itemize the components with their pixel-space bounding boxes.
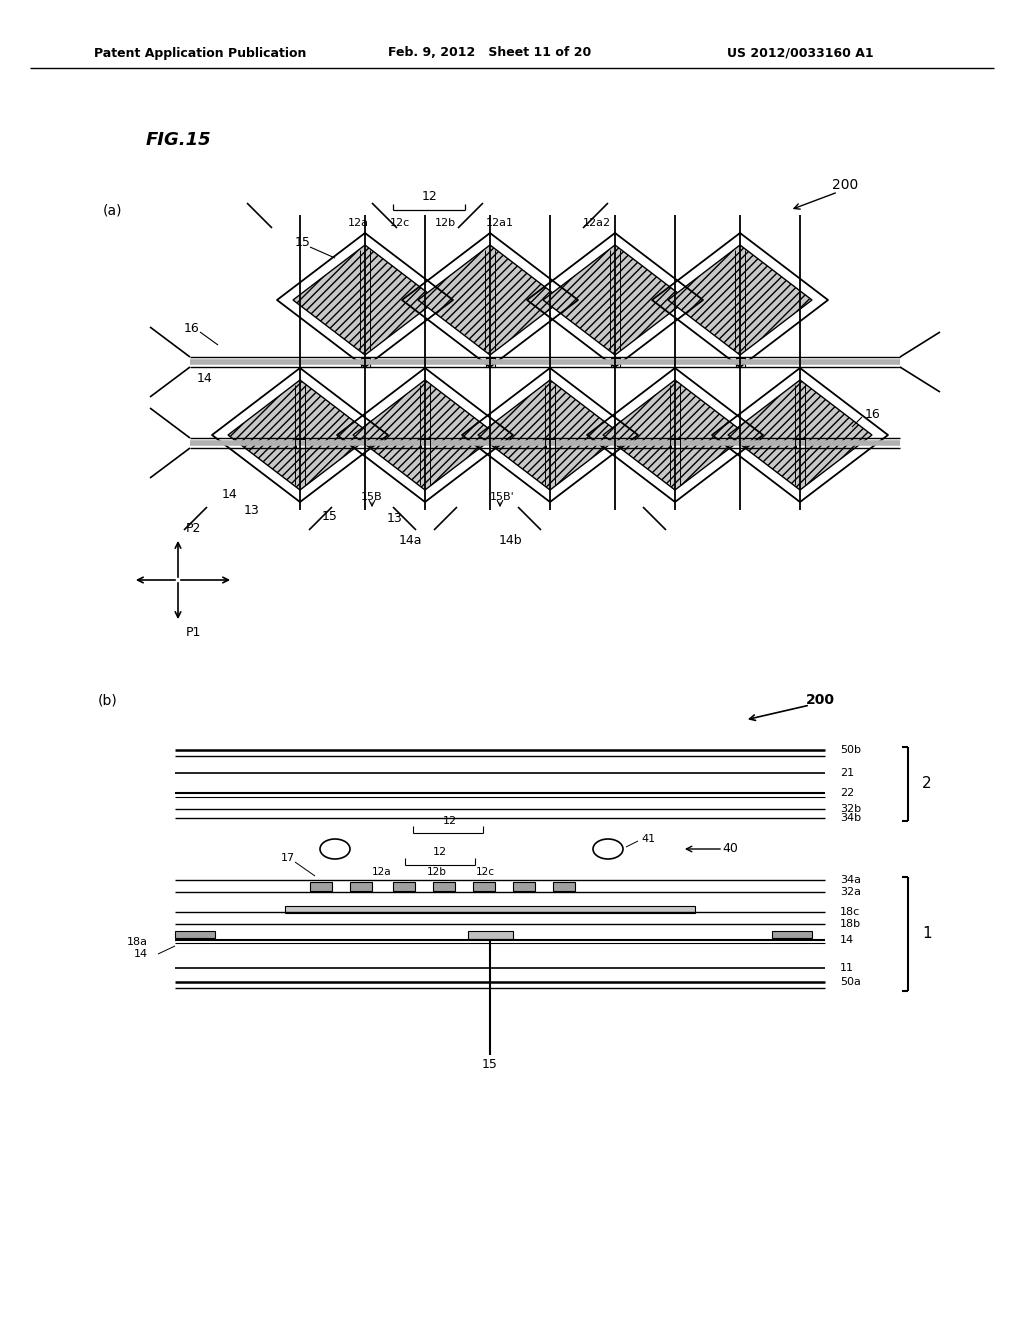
Bar [473,882,495,891]
Text: (a): (a) [102,203,122,216]
Text: 16: 16 [184,322,200,334]
Bar [546,438,555,447]
Text: FIG.15: FIG.15 [145,131,211,149]
Text: 32a: 32a [840,887,861,898]
Text: 15: 15 [482,1059,498,1072]
Text: 34a: 34a [840,875,861,884]
Polygon shape [228,380,372,490]
Bar [772,931,812,939]
Bar [310,882,332,891]
Text: 14b: 14b [499,533,522,546]
Text: 15B': 15B' [489,492,514,502]
Text: P1: P1 [185,626,201,639]
Text: 14: 14 [840,935,854,945]
Bar [421,438,429,447]
Text: 1: 1 [922,927,932,941]
Text: 16: 16 [865,408,881,421]
Text: 18a: 18a [127,937,148,946]
Ellipse shape [319,840,350,859]
Text: Patent Application Publication: Patent Application Publication [94,46,306,59]
Bar [610,358,620,367]
Text: (b): (b) [98,693,118,708]
Text: 200: 200 [831,178,858,191]
Text: 15: 15 [323,510,338,523]
Text: 12: 12 [443,816,457,826]
Polygon shape [293,246,437,355]
Bar [433,882,455,891]
Bar [360,358,370,367]
Text: 12c: 12c [475,867,495,876]
Text: 34b: 34b [840,813,861,822]
Text: 12b: 12b [427,867,446,876]
Text: 200: 200 [806,693,835,708]
Text: 14: 14 [222,488,238,502]
Text: 15B: 15B [361,492,383,502]
Bar [350,882,372,891]
Text: 11: 11 [840,964,854,973]
Text: 18c: 18c [840,907,860,917]
Bar [485,358,495,367]
Text: 22: 22 [840,788,854,799]
Polygon shape [418,246,562,355]
Polygon shape [478,380,622,490]
Text: 12c: 12c [390,218,411,228]
Bar [296,438,304,447]
Bar [553,882,575,891]
Text: 12a: 12a [347,218,369,228]
Polygon shape [353,380,497,490]
Text: 12b: 12b [434,218,456,228]
Ellipse shape [593,840,623,859]
Polygon shape [543,246,687,355]
Text: 40: 40 [722,842,738,855]
Text: 14: 14 [198,371,213,384]
Text: P2: P2 [185,521,201,535]
Text: 21: 21 [840,768,854,777]
Text: 14a: 14a [398,533,422,546]
Bar [468,931,513,939]
Text: 14: 14 [134,949,148,960]
Bar [735,358,744,367]
Bar [393,882,415,891]
Text: 12a1: 12a1 [486,218,514,228]
Text: 12: 12 [433,847,447,857]
Text: 32b: 32b [840,804,861,814]
Bar [175,931,215,939]
Bar [671,438,680,447]
Text: 13: 13 [244,503,260,516]
Text: 15: 15 [295,235,311,248]
Polygon shape [603,380,746,490]
Text: 50b: 50b [840,744,861,755]
Text: 2: 2 [922,776,932,792]
Text: Feb. 9, 2012   Sheet 11 of 20: Feb. 9, 2012 Sheet 11 of 20 [388,46,592,59]
Text: 18b: 18b [840,919,861,929]
Polygon shape [668,246,812,355]
Text: 17: 17 [281,853,295,863]
Bar [796,438,805,447]
Text: 12: 12 [422,190,438,203]
Polygon shape [728,380,872,490]
Bar [285,906,695,913]
Text: US 2012/0033160 A1: US 2012/0033160 A1 [727,46,873,59]
Text: 41: 41 [641,834,655,843]
Text: 13: 13 [387,511,402,524]
Text: 12a2: 12a2 [583,218,611,228]
Text: 12a: 12a [372,867,392,876]
Bar [513,882,535,891]
Text: 50a: 50a [840,977,861,987]
